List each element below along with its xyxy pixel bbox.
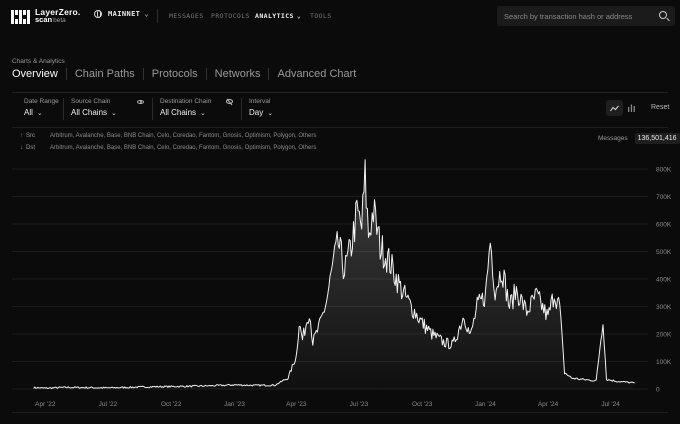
tab-chain-paths[interactable]: Chain Paths: [74, 68, 135, 80]
x-tick-label: Jul '22: [99, 401, 118, 408]
tab-overview[interactable]: Overview: [12, 68, 58, 80]
interval-label: Interval: [249, 98, 271, 105]
tab-divider: [205, 68, 207, 80]
dst-chain-list: Arbitrum, Avalanche, Base, BNB Chain, Ce…: [50, 145, 317, 151]
x-tick-label: Jul '23: [350, 401, 369, 408]
date-range-label: Date Range: [24, 98, 59, 105]
network-label: MAINNET: [108, 10, 141, 18]
messages-label: Messages: [598, 135, 628, 142]
source-chains-row: ↑ Src Arbitrum, Avalanche, Base, BNB Cha…: [20, 133, 316, 139]
tab-protocols[interactable]: Protocols: [151, 68, 198, 80]
date-range-filter: Date Range All ⌄: [24, 98, 59, 117]
chart-type-toggle: [606, 100, 640, 116]
y-tick-label: 200K: [656, 332, 672, 339]
line-chart-icon: [610, 104, 619, 111]
chart-series-line: [33, 159, 635, 390]
header-divider: [157, 9, 158, 23]
y-tick-label: 800K: [656, 167, 672, 174]
globe-icon: [94, 10, 102, 18]
destination-chain-label: Destination Chain: [160, 98, 212, 105]
source-chain-select[interactable]: All Chains ⌄: [71, 108, 146, 117]
chart-bottom-border: [12, 412, 668, 413]
x-tick-label: Apr '23: [286, 401, 307, 408]
source-chain-label: Source Chain: [71, 98, 111, 105]
interval-value: Day: [249, 108, 264, 117]
nav-analytics[interactable]: ANALYTICS ⌄: [255, 12, 301, 20]
y-tick-label: 400K: [656, 277, 672, 284]
x-tick-label: Oct '22: [161, 401, 182, 408]
x-tick-label: Jul '24: [601, 401, 620, 408]
interval-filter: Interval Day ⌄: [249, 98, 273, 117]
y-tick-label: 300K: [656, 304, 672, 311]
filter-divider: [63, 98, 64, 120]
tab-divider: [142, 68, 144, 80]
destination-chain-filter: Destination Chain All Chains ⌄: [160, 98, 235, 117]
nav-protocols[interactable]: PROTOCOLS: [211, 12, 250, 20]
y-tick-label: 700K: [656, 194, 672, 201]
date-range-select[interactable]: All ⌄: [24, 108, 59, 117]
section-divider: [12, 92, 668, 93]
chevron-down-icon: ⌄: [144, 10, 149, 18]
line-chart-button[interactable]: [606, 100, 623, 116]
breadcrumb: Charts & Analytics: [12, 58, 65, 65]
chevron-down-icon: ⌄: [267, 109, 274, 117]
arrow-down-icon: ↓: [20, 145, 23, 151]
bar-chart-button[interactable]: [623, 100, 640, 116]
src-chain-list: Arbitrum, Avalanche, Base, BNB Chain, Ce…: [50, 133, 317, 139]
chevron-down-icon: ⌄: [111, 109, 117, 117]
chevron-down-icon: ⌄: [296, 12, 302, 20]
tab-divider: [268, 68, 270, 80]
x-tick-label: Apr '22: [35, 401, 56, 408]
messages-count: 136,501,416: [634, 133, 680, 144]
beta-label: beta: [53, 17, 66, 24]
tab-advanced-chart[interactable]: Advanced Chart: [277, 68, 357, 80]
x-tick-label: Apr '24: [538, 401, 559, 408]
interval-select[interactable]: Day ⌄: [249, 108, 273, 117]
chevron-down-icon: ⌄: [200, 109, 206, 117]
tab-divider: [65, 68, 67, 80]
nav-messages[interactable]: MESSAGES: [169, 12, 204, 20]
tab-networks[interactable]: Networks: [214, 68, 261, 80]
reset-button[interactable]: Reset: [651, 104, 670, 111]
layerzero-logo[interactable]: LayerZero. scanbeta: [11, 8, 80, 25]
nav-analytics-label: ANALYTICS: [255, 12, 294, 20]
analytics-tabs: Overview Chain Paths Protocols Networks …: [12, 68, 356, 80]
dst-label: Dst: [26, 145, 35, 151]
date-range-value: All: [24, 108, 33, 117]
network-selector[interactable]: MAINNET ⌄: [94, 10, 149, 18]
y-tick-label: 600K: [656, 222, 672, 229]
destination-chains-row: ↓ Dst Arbitrum, Avalanche, Base, BNB Cha…: [20, 145, 316, 151]
x-tick-label: Oct '23: [412, 401, 433, 408]
src-label: Src: [26, 133, 35, 139]
filter-divider-line: [12, 127, 668, 128]
x-tick-label: Jan '23: [224, 401, 245, 408]
filter-divider: [241, 98, 242, 120]
x-tick-label: Jan '24: [475, 401, 496, 408]
messages-total: Messages 136,501,416: [598, 133, 680, 144]
y-tick-label: 500K: [656, 249, 672, 256]
top-navigation-bar: LayerZero. scanbeta MAINNET ⌄ MESSAGES P…: [0, 0, 680, 32]
source-chain-value: All Chains: [71, 108, 108, 117]
logo-mark-icon: [11, 9, 31, 24]
y-tick-label: 100K: [656, 359, 672, 366]
source-chain-filter: Source Chain All Chains ⌄: [71, 98, 146, 117]
logo-subtitle: scan: [35, 15, 53, 24]
nav-tools[interactable]: TOOLS: [310, 12, 332, 20]
filter-divider: [152, 98, 153, 120]
search-icon[interactable]: [659, 11, 667, 19]
eye-icon[interactable]: [137, 100, 144, 104]
chart-area-fill: [33, 159, 635, 389]
destination-chain-select[interactable]: All Chains ⌄: [160, 108, 235, 117]
search-input[interactable]: [504, 11, 654, 21]
destination-chain-value: All Chains: [160, 108, 197, 117]
chevron-down-icon: ⌄: [36, 109, 43, 117]
bar-chart-icon: [628, 104, 635, 112]
search-bar: [497, 6, 675, 26]
eye-off-icon[interactable]: [226, 99, 233, 104]
logo-title: LayerZero.: [35, 7, 81, 17]
y-tick-label: 0: [656, 387, 660, 394]
arrow-up-icon: ↑: [20, 133, 23, 139]
